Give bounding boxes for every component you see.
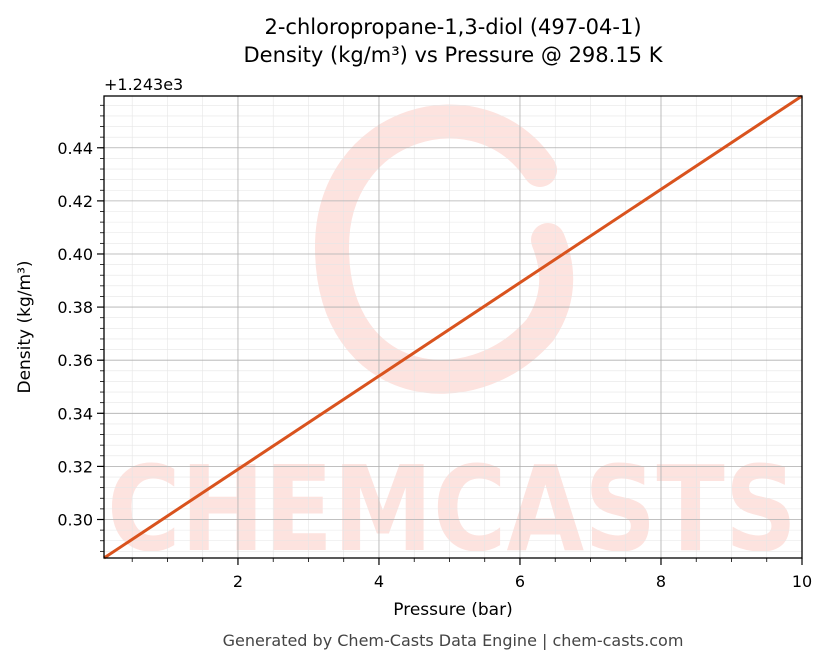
y-axis: 0.30 0.32 0.34 0.36 0.38 0.40 0.42 0.44 xyxy=(57,104,104,552)
chart-title-line2: Density (kg/m³) vs Pressure @ 298.15 K xyxy=(243,43,663,67)
y-tick-label: 0.38 xyxy=(57,298,93,317)
y-tick-label: 0.32 xyxy=(57,457,93,476)
x-tick-label: 2 xyxy=(233,572,243,591)
x-tick-label: 6 xyxy=(515,572,525,591)
grid-major xyxy=(104,96,803,558)
y-offset-label: +1.243e3 xyxy=(104,75,183,94)
series-layer xyxy=(103,94,803,560)
x-axis: 2 4 6 8 10 xyxy=(131,558,812,591)
x-tick-label: 4 xyxy=(374,572,384,591)
plot-frame xyxy=(103,95,803,559)
x-axis-label: Pressure (bar) xyxy=(393,600,512,620)
footer-credit: Generated by Chem-Casts Data Engine | ch… xyxy=(223,631,684,650)
y-tick-label: 0.34 xyxy=(57,404,93,423)
x-tick-label: 8 xyxy=(656,572,666,591)
y-tick-label: 0.42 xyxy=(57,192,93,211)
series-line-0 xyxy=(103,94,803,560)
y-tick-label: 0.30 xyxy=(57,511,93,530)
y-tick-label: 0.40 xyxy=(57,245,93,264)
y-axis-label: Density (kg/m³) xyxy=(15,260,35,393)
y-tick-label: 0.36 xyxy=(57,351,93,370)
x-tick-label: 10 xyxy=(792,572,812,591)
y-tick-label: 0.44 xyxy=(57,139,93,158)
chart-title-line1: 2-chloropropane-1,3-diol (497-04-1) xyxy=(264,15,641,39)
watermark-swirl xyxy=(314,104,574,394)
